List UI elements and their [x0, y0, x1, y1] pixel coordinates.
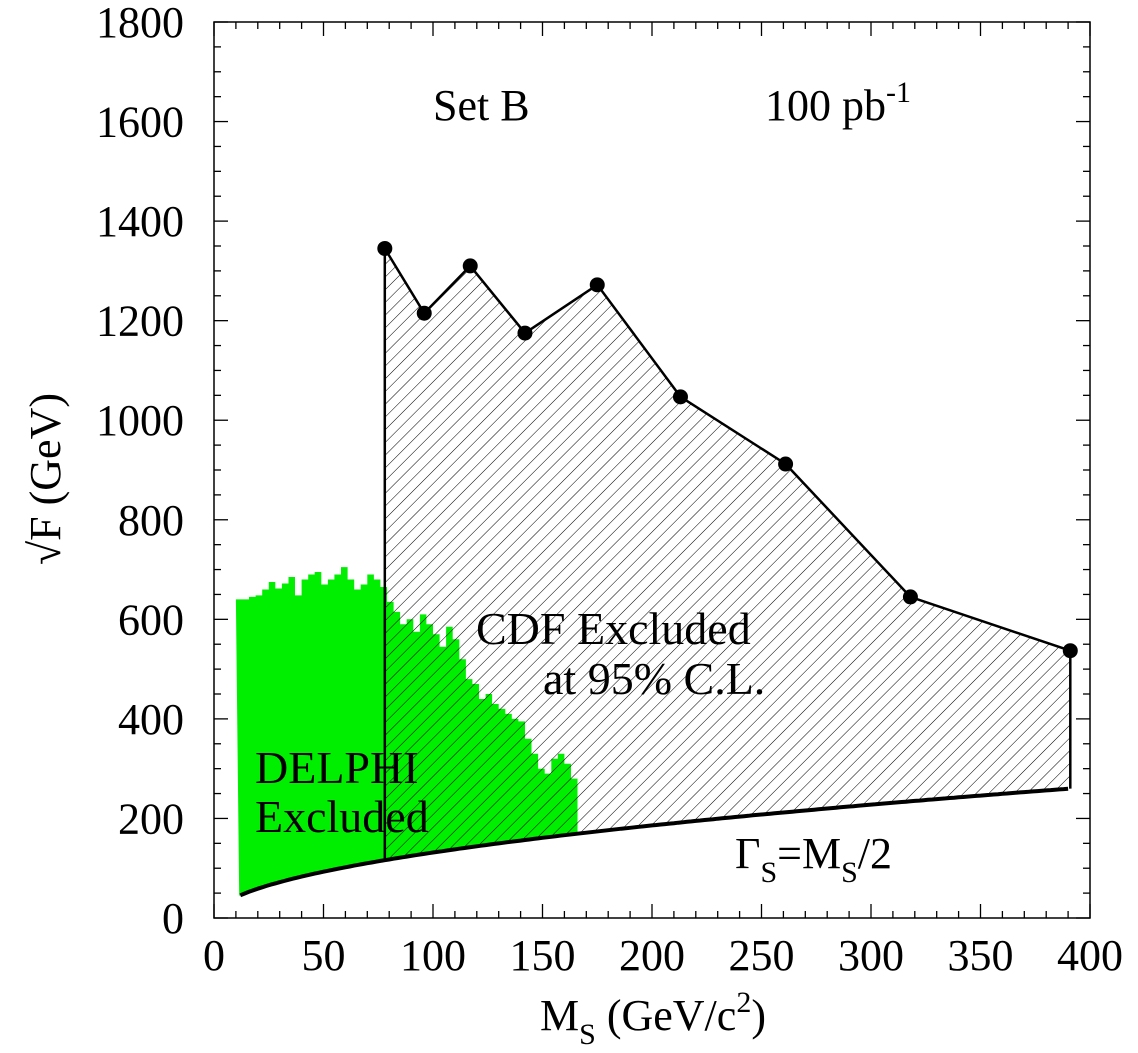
cdf-data-point-1	[416, 305, 432, 321]
y-tick-label: 1200	[96, 297, 184, 346]
cdf-excluded-label: CDF Excluded	[476, 603, 751, 654]
cdf-excluded-area	[384, 248, 1071, 861]
y-axis-title: √F (GeV)	[21, 393, 70, 565]
x-tick-label: 350	[948, 931, 1014, 980]
x-tick-label: 150	[510, 931, 576, 980]
cdf-data-point-3	[517, 325, 533, 341]
cdf-cl-label: at 95% C.L.	[543, 653, 765, 704]
x-tick-label: 300	[838, 931, 904, 980]
y-tick-label: 1800	[96, 0, 184, 47]
delphi-excluded-label: Excluded	[255, 791, 429, 842]
y-tick-label: 0	[162, 894, 184, 943]
y-tick-label: 800	[118, 496, 184, 545]
y-tick-label: 600	[118, 595, 184, 644]
cdf-data-point-8	[1062, 643, 1078, 659]
x-tick-label: 200	[619, 931, 685, 980]
width-curve-label: ΓS=MS/2	[735, 829, 892, 889]
x-tick-label: 100	[400, 931, 466, 980]
y-tick-label: 400	[118, 695, 184, 744]
y-tick-label: 1600	[96, 98, 184, 147]
cdf-data-point-4	[589, 277, 605, 293]
set-label: Set B	[433, 81, 530, 130]
cdf-data-point-5	[672, 389, 688, 405]
cdf-data-point-0	[377, 240, 393, 256]
x-tick-label: 400	[1057, 931, 1123, 980]
x-tick-label: 50	[302, 931, 346, 980]
cdf-data-point-7	[902, 589, 918, 605]
width-curve	[239, 786, 1069, 898]
x-tick-label: 0	[203, 931, 225, 980]
y-tick-label: 1400	[96, 197, 184, 246]
delphi-label: DELPHI	[255, 742, 419, 793]
cdf-data-point-2	[462, 258, 478, 274]
x-tick-label: 250	[729, 931, 795, 980]
y-tick-label: 1000	[96, 396, 184, 445]
x-axis-title: MS (GeV/c2)	[540, 986, 766, 1051]
cdf-data-point-6	[778, 456, 794, 472]
y-tick-label: 200	[118, 794, 184, 843]
luminosity-label: 100 pb-1	[765, 76, 911, 130]
